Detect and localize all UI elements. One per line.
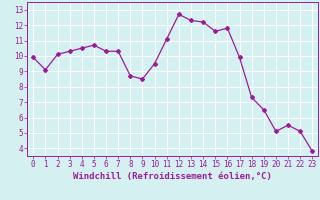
X-axis label: Windchill (Refroidissement éolien,°C): Windchill (Refroidissement éolien,°C) <box>73 172 272 181</box>
